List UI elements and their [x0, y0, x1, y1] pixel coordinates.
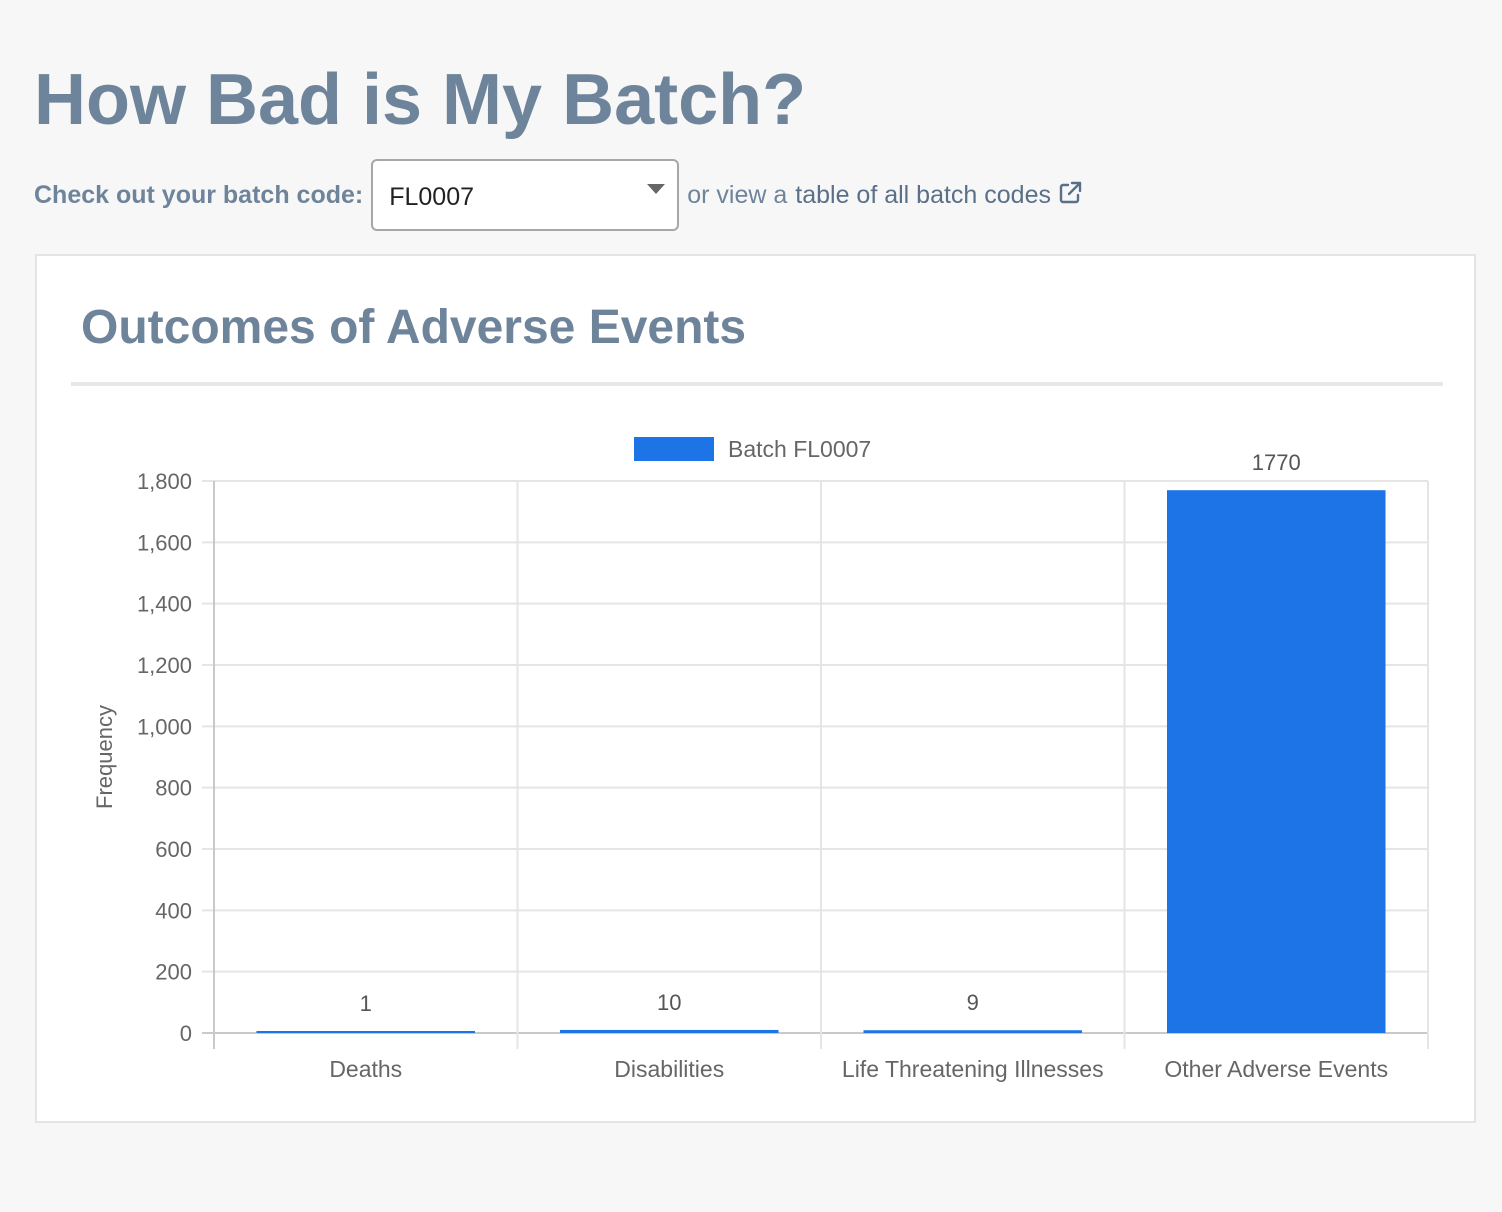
- y-tick-label: 1,200: [137, 653, 192, 678]
- x-tick-label: Deaths: [329, 1056, 402, 1082]
- batch-code-select[interactable]: FL0007: [371, 159, 680, 231]
- y-tick-label: 0: [180, 1021, 192, 1046]
- bar-life-threatening-illnesses: [863, 1030, 1083, 1033]
- page-title: How Bad is My Batch?: [34, 60, 807, 140]
- bar-other-adverse-events: [1166, 490, 1386, 1033]
- x-tick-label: Other Adverse Events: [1164, 1056, 1388, 1082]
- y-tick-label: 400: [155, 898, 192, 923]
- chevron-down-icon: [647, 184, 666, 194]
- outcomes-card: Outcomes of Adverse Events 0 200 400 600 800…: [35, 254, 1476, 1123]
- batch-code-label: Check out your batch code:: [34, 180, 364, 209]
- y-tick-label: 1,600: [137, 530, 192, 555]
- batch-or-text: or view a: [687, 180, 788, 209]
- legend-swatch: [634, 437, 714, 461]
- y-tick-label: 1,000: [137, 714, 192, 739]
- external-link-icon: [1059, 181, 1082, 204]
- bar-deaths: [256, 1031, 476, 1033]
- card-title: Outcomes of Adverse Events: [81, 301, 747, 354]
- x-tick-label: Life Threatening Illnesses: [842, 1056, 1104, 1082]
- card-divider: [71, 382, 1443, 386]
- bar-data-label: 10: [657, 990, 681, 1015]
- batch-code-selected-value: FL0007: [389, 183, 475, 211]
- all-batch-codes-link-label: table of all batch codes: [795, 181, 1051, 209]
- bar-data-label: 1770: [1252, 450, 1301, 475]
- bar-data-label: 9: [967, 990, 979, 1015]
- batch-picker-row: Check out your batch code: FL0007 or vie…: [34, 157, 1083, 233]
- y-axis-label: Frequency: [92, 705, 117, 809]
- bar-disabilities: [559, 1029, 779, 1033]
- all-batch-codes-link[interactable]: table of all batch codes: [795, 180, 1083, 210]
- y-tick-label: 1,800: [137, 469, 192, 494]
- y-tick-label: 200: [155, 960, 192, 985]
- y-tick-label: 600: [155, 837, 192, 862]
- outcomes-bar-chart: 0 200 400 600 800 1,000 1,200 1,400 1,600 1,800 1 D…: [92, 436, 1429, 1082]
- y-tick-label: 1,400: [137, 592, 192, 617]
- x-tick-label: Disabilities: [614, 1056, 724, 1082]
- y-tick-label: 800: [155, 776, 192, 801]
- bar-data-label: 1: [360, 991, 372, 1016]
- legend-label: Batch FL0007: [728, 436, 871, 462]
